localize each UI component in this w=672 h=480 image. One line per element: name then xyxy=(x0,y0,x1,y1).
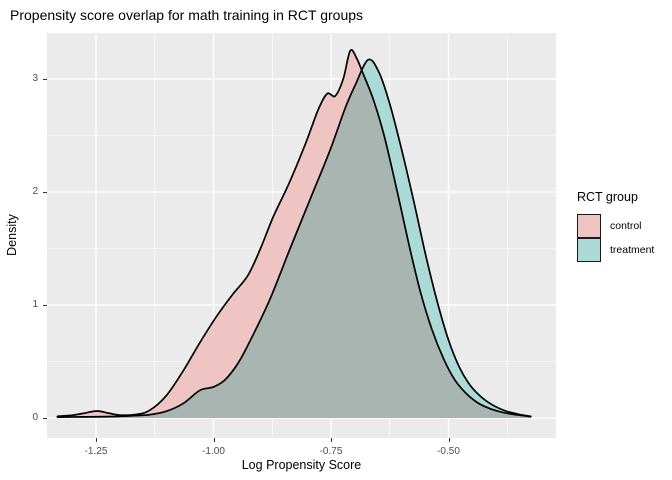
legend-key-swatch xyxy=(577,238,601,262)
legend-label: treatment xyxy=(610,244,655,256)
x-tick-label: -1.00 xyxy=(202,446,225,457)
x-tick-label: -0.75 xyxy=(319,446,343,457)
x-tick-mark xyxy=(96,438,97,442)
control-density-outline xyxy=(56,49,532,418)
y-tick-label: 0 xyxy=(32,412,38,423)
legend-label: control xyxy=(610,220,642,232)
x-axis-title: Log Propensity Score xyxy=(241,458,362,472)
density-chart-canvas xyxy=(47,33,556,438)
y-tick-mark xyxy=(43,418,47,419)
treatment-density-outline xyxy=(56,58,532,418)
legend-entry-treatment: treatment xyxy=(577,238,654,262)
x-tick-mark xyxy=(213,438,215,442)
y-tick-mark xyxy=(43,192,47,193)
y-tick-label: 2 xyxy=(32,186,38,197)
legend-title: RCT group xyxy=(577,190,638,204)
legend: RCT group control treatment xyxy=(577,190,654,262)
plot-panel xyxy=(47,33,556,438)
x-tick-label: -0.50 xyxy=(437,446,460,457)
y-tick-label: 3 xyxy=(32,73,38,84)
x-tick-mark xyxy=(331,438,332,442)
x-tick-label: -1.25 xyxy=(84,446,108,457)
x-tick-mark xyxy=(448,438,450,442)
legend-key-swatch xyxy=(577,214,601,238)
legend-rows: control treatment xyxy=(577,214,654,262)
legend-entry-control: control xyxy=(577,214,654,238)
y-tick-mark xyxy=(43,305,47,306)
plot-title: Propensity score overlap for math traini… xyxy=(10,7,364,23)
y-axis-title: Density xyxy=(5,214,19,256)
y-tick-label: 1 xyxy=(32,299,38,310)
overlap-density-area xyxy=(57,73,531,418)
y-tick-mark xyxy=(43,79,47,80)
